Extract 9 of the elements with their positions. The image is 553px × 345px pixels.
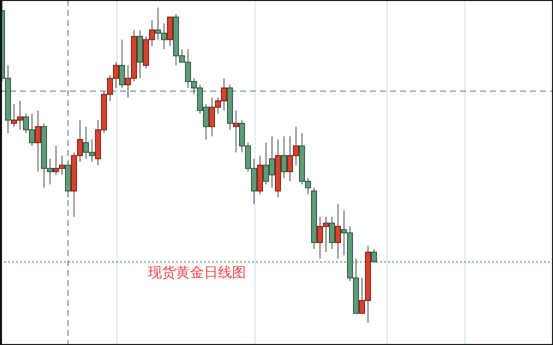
candlestick [35,110,41,172]
candlestick [119,39,125,88]
candlestick [329,216,335,250]
candlestick [233,110,239,153]
candlestick [281,136,287,179]
candlestick [371,248,377,262]
candlestick [167,16,173,47]
candlestick [335,203,341,260]
text: 现货黄金日线图 [148,265,246,281]
